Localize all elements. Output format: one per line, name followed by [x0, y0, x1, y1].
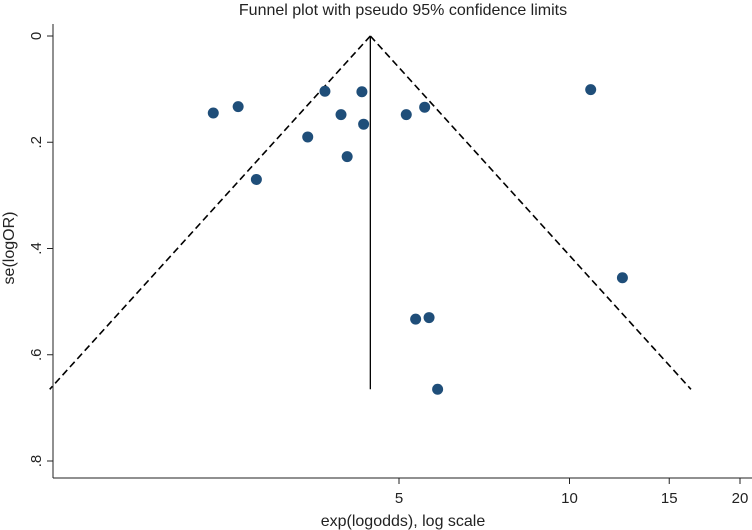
- data-points: [207, 84, 628, 395]
- data-point-13: [432, 383, 444, 395]
- x-tick-label-3: 20: [732, 490, 749, 507]
- data-point-5: [335, 109, 347, 121]
- x-axis-label: exp(logodds), log scale: [321, 513, 486, 530]
- data-point-10: [419, 101, 431, 113]
- data-point-8: [358, 118, 370, 130]
- data-point-7: [356, 86, 368, 98]
- data-point-3: [302, 131, 314, 143]
- data-point-1: [232, 101, 244, 113]
- funnel-lines: [49, 35, 692, 390]
- upper-ci-line: [369, 35, 692, 390]
- x-tick-label-1: 10: [561, 490, 578, 507]
- data-point-6: [341, 151, 353, 163]
- y-tick-label-3: .6: [28, 348, 45, 361]
- data-point-12: [423, 312, 435, 324]
- data-point-4: [319, 85, 331, 97]
- y-tick-label-1: .2: [28, 136, 45, 149]
- data-point-2: [250, 173, 262, 185]
- lower-ci-line: [49, 35, 371, 390]
- axes: 0 .2 .4 .6 .8 5 10 15 20: [28, 24, 752, 507]
- data-point-11: [410, 313, 422, 325]
- data-point-9: [400, 109, 412, 121]
- y-tick-label-4: .8: [28, 455, 45, 468]
- x-tick-label-0: 5: [395, 490, 403, 507]
- data-point-15: [616, 272, 628, 284]
- y-axis-label: se(logOR): [1, 212, 18, 285]
- y-tick-label-2: .4: [28, 242, 45, 255]
- chart-title: Funnel plot with pseudo 95% confidence l…: [239, 2, 567, 19]
- x-tick-label-2: 15: [661, 490, 678, 507]
- y-tick-label-0: 0: [28, 32, 45, 40]
- data-point-0: [207, 107, 219, 119]
- data-point-14: [585, 84, 597, 96]
